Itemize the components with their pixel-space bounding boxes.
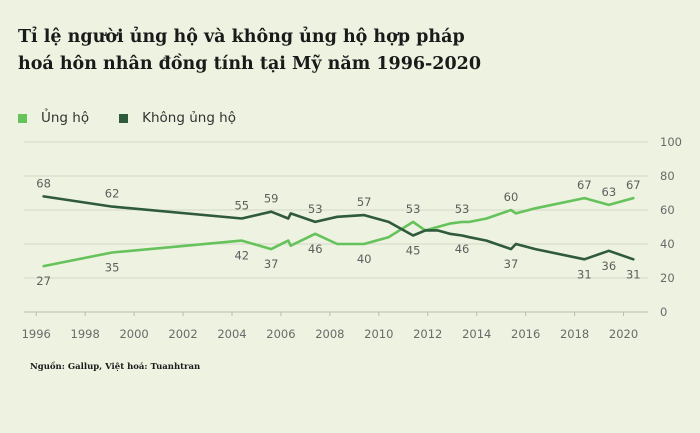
- oppose-data-label-1996.3: 68: [36, 176, 51, 190]
- support-data-label-2013.4: 53: [455, 202, 470, 216]
- y-tick-label-100: 100: [660, 135, 682, 149]
- legend-item-support: Ủng hộ: [18, 110, 89, 126]
- oppose-data-label-2019.4: 36: [602, 259, 617, 273]
- oppose-data-label-2015.4: 37: [504, 257, 519, 271]
- source-note: Nguồn: Gallup, Việt hoá: Tuanhtran: [30, 362, 201, 372]
- support-data-label-1996.3: 27: [36, 274, 51, 288]
- x-tick-label-2016: 2016: [511, 327, 540, 341]
- x-tick-label-2004: 2004: [217, 327, 246, 341]
- x-tick-label-2018: 2018: [560, 327, 589, 341]
- legend-swatch-oppose: [119, 113, 129, 123]
- support-data-label-2004.4: 42: [234, 249, 249, 263]
- x-tick-label-1998: 1998: [71, 327, 100, 341]
- support-data-label-2015.4: 60: [504, 190, 519, 204]
- legend-label-support: Ủng hộ: [41, 110, 90, 126]
- support-data-label-2020.4: 67: [626, 178, 641, 192]
- y-tick-label-80: 80: [660, 169, 675, 183]
- x-tick-label-2010: 2010: [364, 327, 393, 341]
- x-tick-label-2002: 2002: [168, 327, 197, 341]
- oppose-data-label-2013.4: 46: [455, 242, 470, 256]
- x-tick-label-1996: 1996: [22, 327, 51, 341]
- support-data-label-2009.4: 40: [357, 252, 372, 266]
- chart-title-line-1: Tỉ lệ người ủng hộ và không ủng hộ hợp p…: [18, 27, 465, 47]
- support-data-label-2018.4: 67: [577, 178, 592, 192]
- oppose-series-line: [42, 195, 635, 261]
- x-tick-label-2012: 2012: [413, 327, 442, 341]
- legend-swatch-support: [18, 113, 27, 123]
- oppose-data-label-2009.4: 57: [357, 195, 372, 209]
- support-data-label-2011.4: 53: [406, 202, 421, 216]
- chart-legend: Ủng hộ Không ủng hộ: [18, 110, 266, 126]
- legend-label-oppose: Không ủng hộ: [142, 110, 236, 126]
- support-data-label-1999.1: 35: [105, 261, 120, 275]
- y-tick-label-40: 40: [660, 237, 675, 251]
- x-tick-label-2008: 2008: [315, 327, 344, 341]
- x-tick-label-2020: 2020: [609, 327, 638, 341]
- oppose-data-label-2007.4: 53: [308, 202, 323, 216]
- oppose-data-label-1999.1: 62: [105, 187, 120, 201]
- support-data-label-2005.6: 37: [264, 257, 279, 271]
- oppose-data-label-2005.6: 59: [264, 192, 279, 206]
- support-data-label-2019.4: 63: [602, 185, 617, 199]
- y-tick-label-60: 60: [660, 203, 675, 217]
- oppose-data-label-2011.4: 45: [406, 244, 421, 258]
- x-tick-label-2014: 2014: [462, 327, 491, 341]
- x-tick-label-2006: 2006: [266, 327, 295, 341]
- y-tick-label-0: 0: [660, 305, 667, 319]
- chart-title: Tỉ lệ người ủng hộ và không ủng hộ hợp p…: [18, 24, 481, 78]
- y-tick-label-20: 20: [660, 271, 675, 285]
- support-data-label-2007.4: 46: [308, 242, 323, 256]
- x-tick-label-2000: 2000: [119, 327, 148, 341]
- oppose-data-label-2018.4: 31: [577, 267, 592, 281]
- chart-title-line-2: hoá hôn nhân đồng tính tại Mỹ năm 1996-2…: [18, 54, 482, 74]
- oppose-data-label-2004.4: 55: [234, 199, 249, 213]
- oppose-data-label-2020.4: 31: [626, 267, 641, 281]
- legend-item-oppose: Không ủng hộ: [119, 110, 236, 126]
